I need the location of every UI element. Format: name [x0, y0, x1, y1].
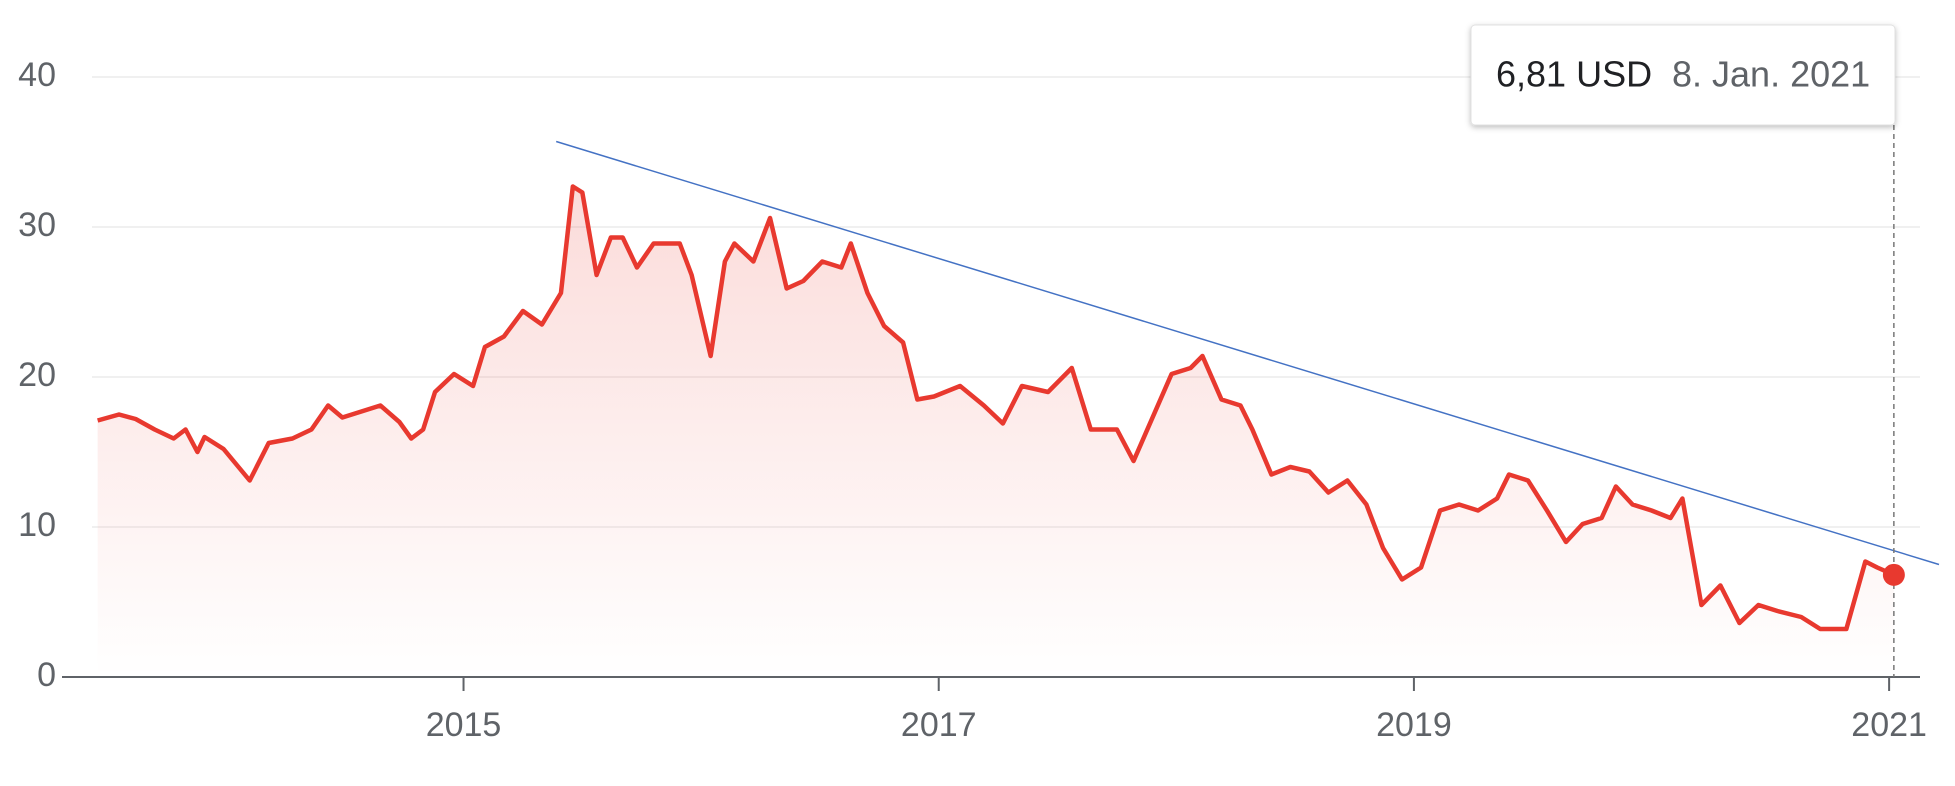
y-tick-label: 0 — [37, 656, 56, 694]
y-tick-label: 20 — [18, 356, 56, 394]
y-tick-label: 10 — [18, 506, 56, 544]
area-fill — [97, 186, 1894, 677]
hover-point — [1882, 563, 1905, 586]
tooltip-value: 6,81 USD — [1496, 54, 1652, 95]
x-tick-label: 2015 — [426, 706, 502, 744]
x-tick-label: 2017 — [901, 706, 977, 744]
tooltip: 6,81 USD 8. Jan. 2021 — [1470, 24, 1896, 126]
y-tick-label: 30 — [18, 206, 56, 244]
price-line — [97, 184, 1895, 632]
y-tick-label: 40 — [18, 56, 56, 94]
tooltip-date: 8. Jan. 2021 — [1672, 54, 1870, 95]
x-tick-label: 2019 — [1376, 706, 1452, 744]
trend-line — [555, 140, 1940, 566]
x-tick-label: 2021 — [1851, 706, 1927, 744]
tooltip-box — [1470, 24, 1896, 126]
